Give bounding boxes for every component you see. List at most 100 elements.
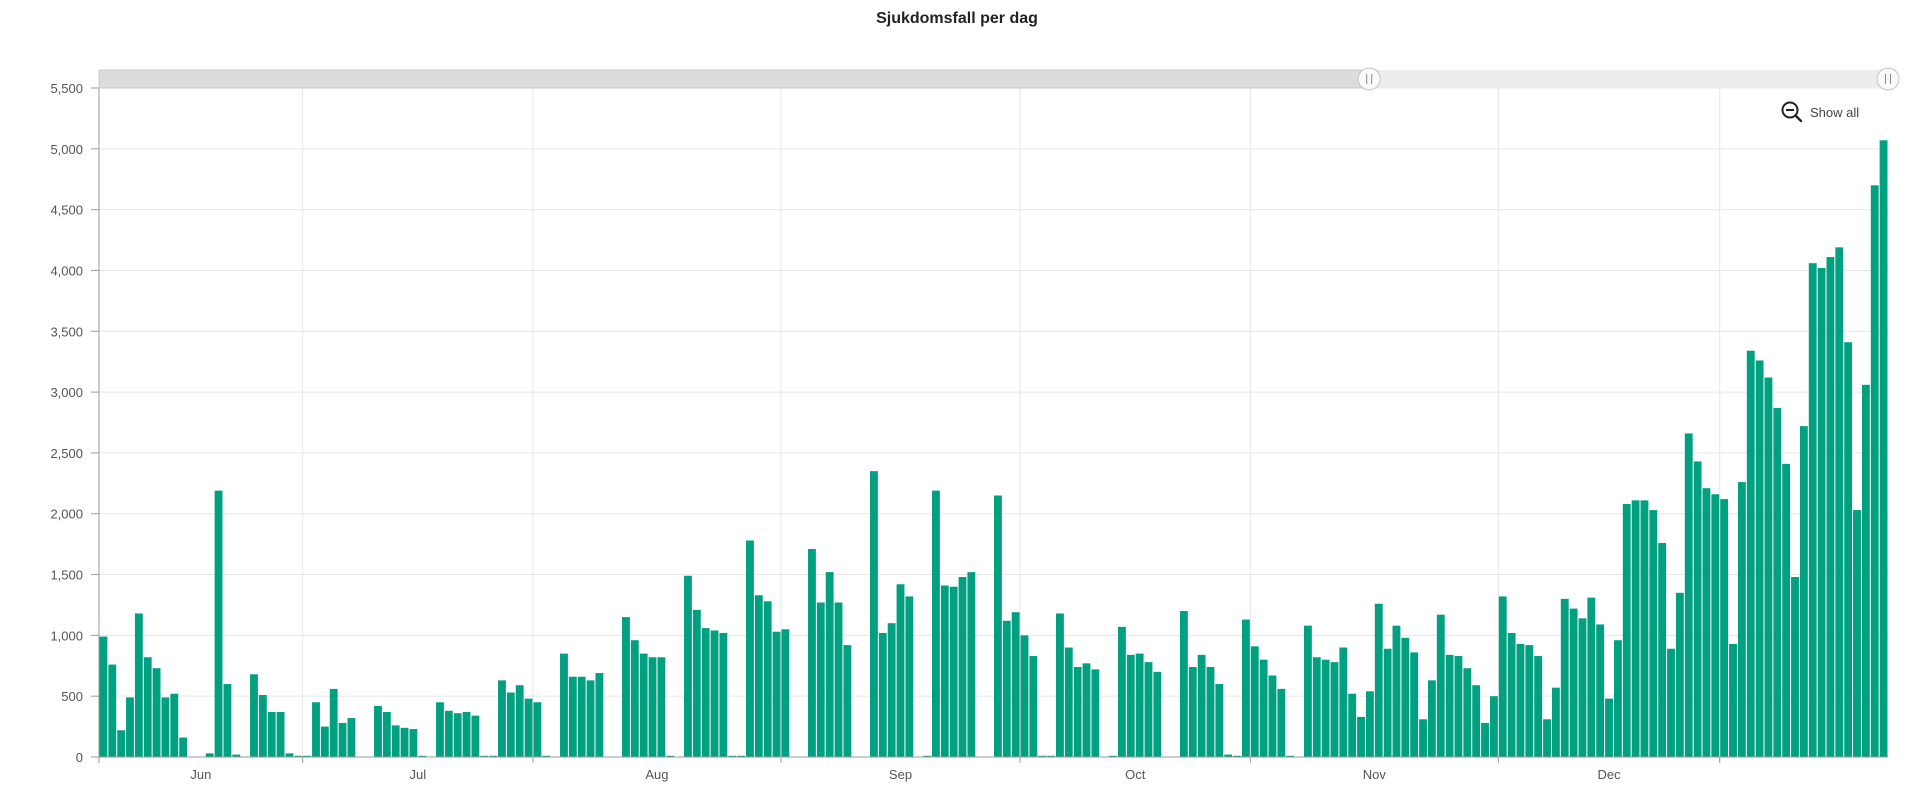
bar[interactable] bbox=[258, 694, 267, 757]
bar[interactable] bbox=[746, 540, 754, 757]
bar[interactable] bbox=[1720, 499, 1729, 757]
bar[interactable] bbox=[1038, 755, 1047, 757]
bar[interactable] bbox=[1826, 257, 1835, 757]
bar[interactable] bbox=[267, 711, 276, 757]
bar[interactable] bbox=[622, 617, 630, 757]
scrollbar-unselected-region[interactable] bbox=[98, 69, 1370, 89]
bar[interactable] bbox=[329, 688, 338, 757]
bar[interactable] bbox=[1861, 384, 1870, 757]
bar[interactable] bbox=[117, 730, 126, 757]
scrollbar-handle[interactable] bbox=[1876, 67, 1900, 91]
bar[interactable] bbox=[1419, 719, 1427, 757]
bar[interactable] bbox=[223, 684, 232, 757]
bar[interactable] bbox=[1445, 654, 1454, 757]
bar[interactable] bbox=[1675, 592, 1684, 757]
bar[interactable] bbox=[1330, 662, 1339, 757]
bar[interactable] bbox=[639, 653, 648, 757]
bar[interactable] bbox=[143, 657, 152, 757]
bar[interactable] bbox=[684, 575, 692, 757]
bar[interactable] bbox=[1206, 666, 1215, 757]
bar[interactable] bbox=[1489, 696, 1498, 757]
bar[interactable] bbox=[1835, 247, 1844, 758]
bar[interactable] bbox=[436, 702, 444, 757]
bar[interactable] bbox=[940, 585, 949, 757]
bar[interactable] bbox=[250, 674, 258, 757]
bar[interactable] bbox=[701, 628, 710, 757]
bar[interactable] bbox=[1286, 755, 1295, 757]
bar[interactable] bbox=[285, 753, 294, 757]
bar[interactable] bbox=[1853, 510, 1861, 757]
bar[interactable] bbox=[595, 673, 604, 757]
bar[interactable] bbox=[126, 697, 134, 757]
bar[interactable] bbox=[1436, 614, 1445, 757]
bar[interactable] bbox=[1250, 646, 1259, 757]
bar[interactable] bbox=[400, 727, 409, 757]
bar[interactable] bbox=[214, 490, 223, 757]
bar[interactable] bbox=[1029, 656, 1038, 757]
bar[interactable] bbox=[1755, 360, 1764, 757]
bar[interactable] bbox=[533, 702, 542, 757]
bar[interactable] bbox=[1481, 722, 1489, 757]
bar[interactable] bbox=[205, 753, 214, 757]
bar[interactable] bbox=[692, 609, 701, 757]
bar[interactable] bbox=[1303, 625, 1312, 757]
bar[interactable] bbox=[1073, 666, 1082, 757]
bar[interactable] bbox=[1587, 597, 1596, 757]
bar[interactable] bbox=[1507, 632, 1516, 757]
bar[interactable] bbox=[480, 755, 489, 757]
bar[interactable] bbox=[666, 755, 675, 757]
bar[interactable] bbox=[1047, 755, 1055, 757]
bar[interactable] bbox=[161, 697, 170, 757]
bar[interactable] bbox=[303, 755, 312, 757]
bar[interactable] bbox=[1410, 652, 1419, 757]
bar[interactable] bbox=[1693, 461, 1702, 757]
bar[interactable] bbox=[1268, 675, 1277, 757]
bar[interactable] bbox=[949, 586, 958, 757]
bar[interactable] bbox=[1188, 666, 1197, 757]
bar[interactable] bbox=[1153, 671, 1162, 757]
bar[interactable] bbox=[958, 576, 967, 757]
bar[interactable] bbox=[1649, 510, 1658, 757]
bar[interactable] bbox=[994, 495, 1002, 757]
bar[interactable] bbox=[382, 711, 391, 757]
bar[interactable] bbox=[1241, 619, 1250, 757]
bar[interactable] bbox=[1011, 612, 1020, 757]
bar[interactable] bbox=[170, 693, 179, 757]
bar[interactable] bbox=[1135, 653, 1144, 757]
bar[interactable] bbox=[1551, 687, 1560, 757]
bar[interactable] bbox=[825, 572, 834, 757]
bar[interactable] bbox=[1525, 645, 1534, 757]
bar[interactable] bbox=[1091, 669, 1100, 757]
bar[interactable] bbox=[896, 584, 905, 757]
bar[interactable] bbox=[1631, 500, 1640, 757]
bar[interactable] bbox=[1711, 494, 1720, 757]
bar[interactable] bbox=[1392, 625, 1401, 757]
bar[interactable] bbox=[772, 631, 781, 757]
bar[interactable] bbox=[506, 692, 515, 757]
bar[interactable] bbox=[1365, 691, 1374, 757]
bar[interactable] bbox=[232, 754, 241, 757]
bar[interactable] bbox=[409, 729, 418, 757]
bar[interactable] bbox=[1702, 488, 1711, 757]
bar[interactable] bbox=[586, 680, 595, 757]
bar[interactable] bbox=[108, 664, 117, 757]
bar[interactable] bbox=[905, 596, 914, 757]
bar[interactable] bbox=[276, 711, 285, 757]
bar[interactable] bbox=[498, 680, 506, 757]
bar[interactable] bbox=[1383, 648, 1392, 757]
bar[interactable] bbox=[418, 755, 427, 757]
bar[interactable] bbox=[542, 755, 551, 757]
bar[interactable] bbox=[1746, 350, 1755, 757]
bar[interactable] bbox=[134, 613, 143, 757]
bar[interactable] bbox=[1144, 662, 1153, 757]
bar[interactable] bbox=[710, 630, 719, 757]
bar[interactable] bbox=[1312, 657, 1321, 757]
bar[interactable] bbox=[471, 715, 480, 757]
bar[interactable] bbox=[179, 737, 188, 757]
bar[interactable] bbox=[1179, 611, 1188, 757]
bar[interactable] bbox=[1233, 755, 1241, 757]
bar[interactable] bbox=[1020, 635, 1029, 757]
bar[interactable] bbox=[453, 713, 462, 757]
bar[interactable] bbox=[1427, 680, 1436, 757]
bar[interactable] bbox=[1348, 693, 1357, 757]
